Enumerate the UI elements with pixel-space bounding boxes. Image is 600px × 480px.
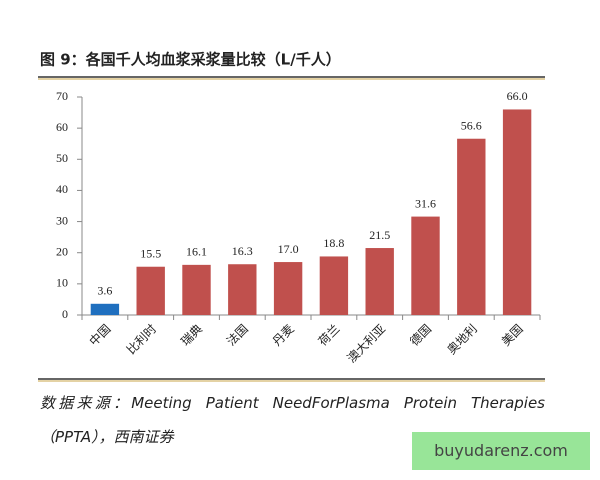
y-tick-label: 70 — [56, 89, 68, 103]
x-tick-label: 比利时 — [124, 322, 159, 357]
x-tick-label: 荷兰 — [316, 322, 343, 349]
x-tick-label: 中国 — [86, 321, 114, 349]
bar — [365, 248, 394, 315]
watermark: buyudarenz.com — [412, 432, 590, 470]
bar — [182, 264, 211, 315]
value-label: 3.6 — [97, 284, 112, 298]
value-label: 21.5 — [369, 228, 390, 242]
y-tick-label: 20 — [56, 244, 68, 258]
bar — [411, 216, 440, 315]
x-tick-label: 美国 — [499, 322, 526, 349]
x-tick-label: 瑞典 — [178, 322, 205, 349]
value-label: 17.0 — [278, 242, 299, 256]
x-tick-label: 丹麦 — [270, 322, 297, 349]
value-label: 18.8 — [323, 236, 344, 250]
bar — [228, 264, 257, 315]
y-tick-label: 0 — [62, 307, 68, 321]
x-tick-label: 奥地利 — [445, 322, 480, 357]
value-label: 31.6 — [415, 196, 436, 210]
chart-title: 图 9：各国千人均血浆采浆量比较（L/千人） — [40, 51, 341, 69]
bar — [90, 303, 120, 315]
bar — [273, 262, 303, 315]
y-tick-label: 10 — [56, 276, 68, 290]
value-label: 16.3 — [232, 244, 253, 258]
bar — [136, 266, 165, 315]
y-tick-label: 30 — [56, 213, 68, 227]
value-label: 56.6 — [461, 118, 482, 132]
value-label: 16.1 — [186, 245, 207, 259]
bar — [502, 109, 532, 315]
value-label: 66.0 — [507, 89, 528, 103]
value-label: 15.5 — [140, 246, 161, 260]
x-tick-label: 德国 — [407, 321, 435, 349]
y-tick-label: 60 — [56, 120, 68, 134]
y-tick-label: 40 — [56, 182, 68, 196]
bar — [319, 256, 349, 315]
y-tick-label: 50 — [56, 151, 68, 165]
x-tick-label: 法国 — [224, 322, 251, 349]
bar — [457, 138, 486, 315]
source-note: 数据来源：Meeting Patient NeedForPlasma Prote… — [40, 394, 545, 446]
x-tick-label: 澳大利亚 — [344, 322, 388, 366]
